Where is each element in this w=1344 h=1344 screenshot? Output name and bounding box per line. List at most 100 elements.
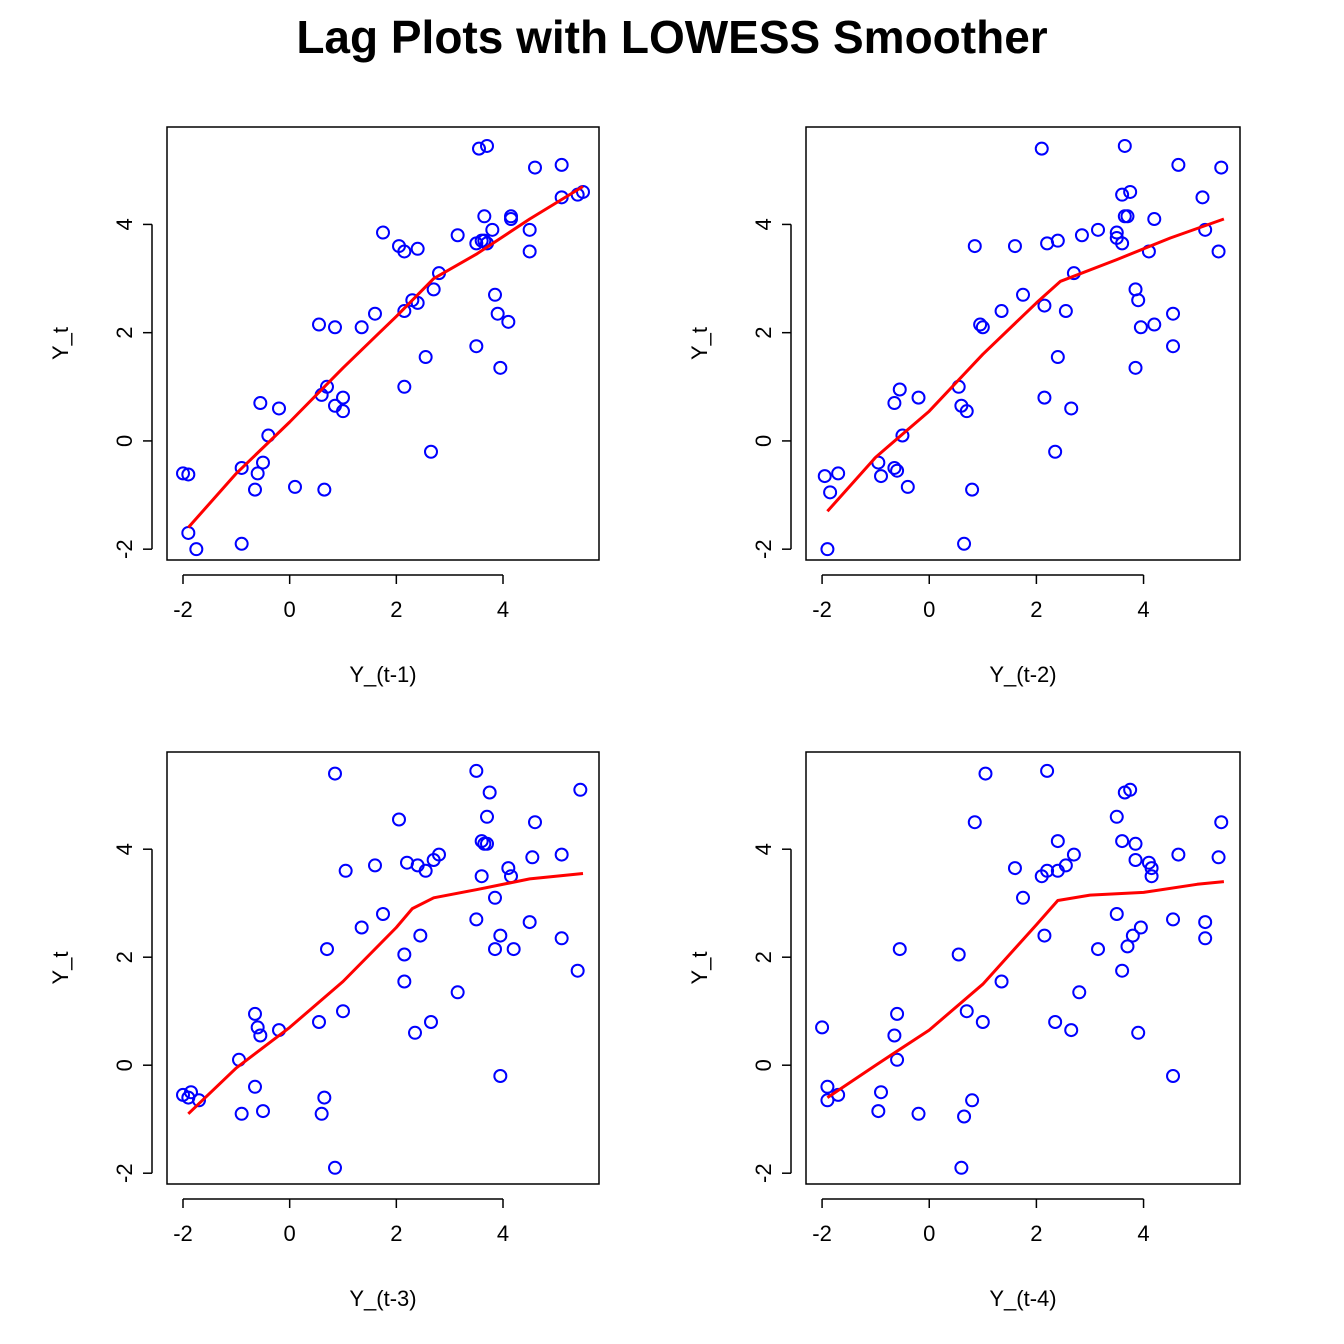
data-point [392, 812, 406, 827]
data-point [1115, 187, 1130, 202]
data-point [1109, 809, 1124, 824]
x-tick-label: 4 [1137, 597, 1149, 622]
data-point [488, 287, 502, 302]
data-point [1198, 222, 1213, 237]
data-point [410, 241, 425, 256]
data-point [1064, 1023, 1079, 1038]
plot-frame [166, 126, 600, 561]
y-tick-label: 4 [112, 843, 137, 855]
data-point [959, 404, 974, 419]
y-tick-label: -2 [112, 1163, 137, 1183]
data-point [890, 1052, 905, 1067]
data-point [432, 847, 446, 862]
data-point [493, 1069, 508, 1083]
data-point [978, 766, 993, 781]
x-tick-label: 4 [1137, 1221, 1149, 1246]
data-point [234, 460, 249, 475]
data-point [328, 1160, 342, 1175]
y-tick-label: 0 [112, 1059, 137, 1071]
data-point [1144, 861, 1159, 876]
data-point [1050, 350, 1065, 365]
data-point [253, 396, 268, 411]
data-point [1064, 401, 1079, 416]
data-point [1016, 287, 1030, 302]
data-point [1115, 236, 1130, 251]
data-point [314, 1106, 329, 1121]
data-point [954, 1160, 969, 1175]
data-point [975, 1015, 990, 1029]
data-point [895, 428, 910, 443]
data-point [823, 485, 838, 500]
data-point [1048, 444, 1063, 459]
data-point [480, 836, 494, 851]
data-point [397, 379, 412, 394]
data-point [1034, 141, 1049, 156]
data-point [328, 766, 342, 781]
data-point [397, 947, 412, 962]
data-point [413, 928, 428, 943]
data-point [317, 1090, 332, 1105]
data-point [522, 915, 537, 930]
data-point [911, 390, 926, 405]
data-point [250, 1020, 265, 1035]
data-point [506, 942, 521, 957]
data-point [1091, 222, 1106, 237]
x-tick-label: 2 [390, 1221, 402, 1246]
data-point [192, 1093, 206, 1108]
data-point [480, 138, 494, 153]
x-tick-label: 2 [1030, 1221, 1042, 1246]
data-point [1048, 1015, 1063, 1029]
data-point [1131, 1025, 1146, 1040]
data-point [450, 228, 465, 243]
data-point [1109, 907, 1124, 921]
data-point [504, 209, 518, 224]
x-axis-label: Y_(t-1) [349, 662, 416, 687]
data-point [368, 306, 382, 321]
data-point [525, 850, 540, 865]
data-point [1147, 317, 1162, 332]
data-point [1211, 850, 1226, 865]
data-point [892, 382, 907, 397]
y-tick-label: -2 [751, 539, 776, 559]
data-point [965, 1093, 980, 1108]
data-point [488, 942, 502, 957]
panel-lag-3: -2 0 2 4 -2 0 2 4 Y_(t-3) Y_t [48, 751, 600, 1311]
data-point [482, 785, 497, 800]
data-point [1125, 928, 1140, 943]
data-point [994, 304, 1009, 319]
data-point [1128, 360, 1143, 375]
data-point [320, 379, 334, 394]
data-point [967, 815, 982, 830]
data-point [820, 1079, 835, 1094]
data-point [488, 890, 502, 905]
data-point [320, 942, 334, 957]
data-point [1072, 985, 1087, 1000]
data-point [1128, 853, 1143, 867]
x-tick-label: -2 [812, 597, 832, 622]
y-tick-label: 4 [751, 843, 776, 855]
data-point [312, 1015, 326, 1029]
panel-lag-4: -2 0 2 4 -2 0 2 4 Y_(t-4) Y_t [687, 751, 1241, 1311]
y-axis-label: Y_t [687, 951, 712, 984]
x-tick-label: 0 [284, 597, 296, 622]
data-point [477, 233, 492, 248]
data-point [1040, 763, 1055, 778]
data-point [338, 863, 353, 878]
data-point [528, 160, 542, 175]
data-point [253, 1028, 268, 1043]
data-point [397, 304, 412, 319]
data-point [573, 782, 588, 797]
data-point [1198, 931, 1213, 946]
data-point [317, 482, 332, 497]
data-point [951, 947, 966, 962]
data-point [874, 1085, 889, 1100]
data-point [328, 320, 342, 335]
plot-frame [166, 751, 600, 1185]
data-point [965, 482, 980, 497]
y-tick-label: 0 [751, 1059, 776, 1071]
data-point [973, 317, 988, 332]
data-point [1123, 782, 1138, 797]
data-point [831, 466, 846, 481]
data-point [501, 314, 516, 329]
